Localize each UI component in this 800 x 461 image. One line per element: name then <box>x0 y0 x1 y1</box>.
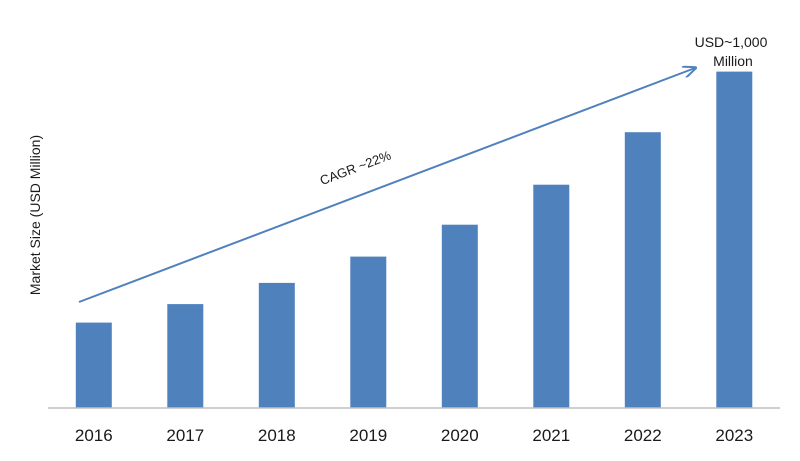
bars-layer <box>75 71 753 408</box>
x-tick-label-2019: 2019 <box>349 426 387 445</box>
bar-2021 <box>533 184 570 408</box>
bar-2023 <box>716 71 753 408</box>
x-tick-label-2018: 2018 <box>258 426 296 445</box>
end-value-label-line2: Million <box>713 53 753 69</box>
end-value-label-line1: USD~1,000 <box>695 34 768 50</box>
x-tick-label-2017: 2017 <box>166 426 204 445</box>
x-tick-label-2022: 2022 <box>624 426 662 445</box>
y-axis-title: Market Size (USD Million) <box>27 135 43 295</box>
bar-2019 <box>350 256 387 408</box>
x-tick-label-2023: 2023 <box>715 426 753 445</box>
x-tick-labels: 2016 2017 2018 2019 2020 2021 2022 2023 <box>75 426 753 445</box>
bar-2022 <box>624 132 661 408</box>
x-tick-label-2020: 2020 <box>441 426 479 445</box>
x-tick-label-2021: 2021 <box>532 426 570 445</box>
cagr-label: CAGR ~22% <box>318 147 394 188</box>
bar-2016 <box>75 322 112 408</box>
bar-2020 <box>441 224 478 408</box>
bar-2018 <box>258 282 295 408</box>
bar-2017 <box>167 304 204 408</box>
cagr-trend-arrow <box>78 68 695 303</box>
x-tick-label-2016: 2016 <box>75 426 113 445</box>
